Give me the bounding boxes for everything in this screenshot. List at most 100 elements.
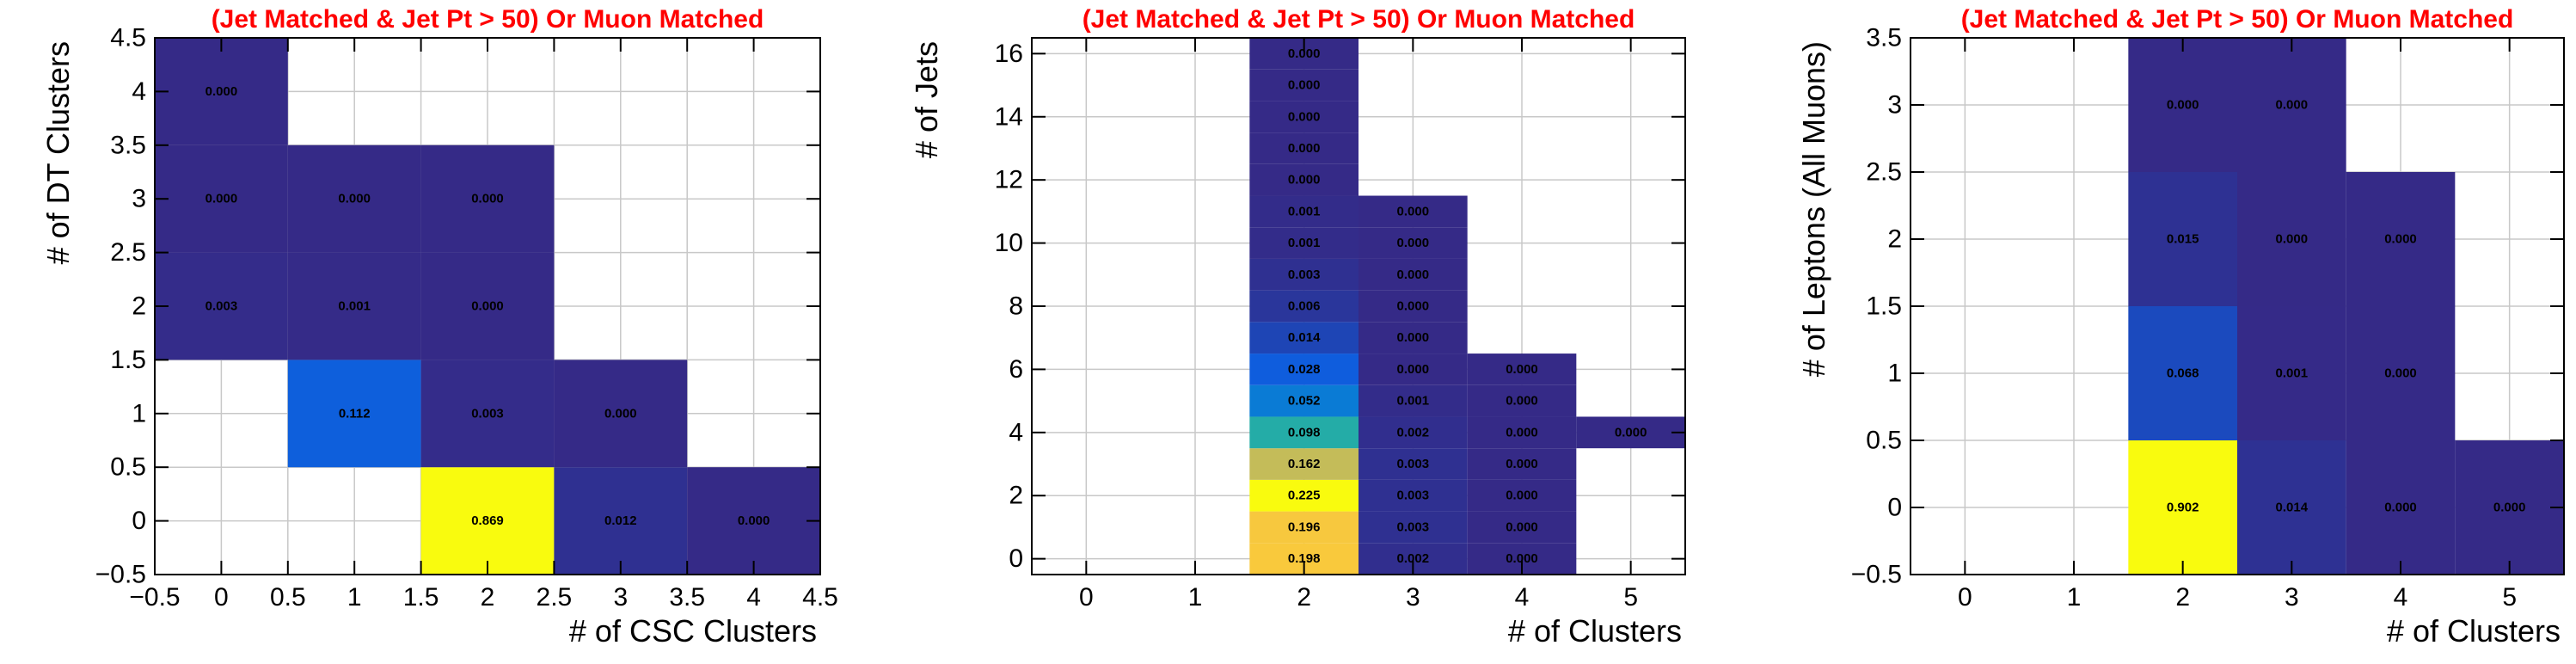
x-tick-label: 1	[1188, 583, 1203, 612]
x-tick-label: 3	[2285, 583, 2299, 612]
heatmap-cell	[1467, 416, 1577, 449]
cell-value-label: 0.014	[1288, 330, 1321, 345]
cell-value-label: 0.112	[339, 406, 371, 421]
cell-value-label: 0.000	[2493, 501, 2526, 515]
x-tick-label: 5	[1623, 583, 1638, 612]
heatmap-cell	[1359, 384, 1468, 417]
heatmap-cell	[1359, 448, 1468, 480]
heatmap-cell	[1249, 195, 1359, 228]
heatmap-cell	[1249, 384, 1359, 417]
heatmap-cell	[1576, 416, 1685, 449]
cell-value-label: 0.000	[1397, 267, 1430, 282]
cell-value-label: 0.000	[1506, 457, 1538, 471]
x-tick-label: 1	[2067, 583, 2082, 612]
x-tick-label: 4	[1515, 583, 1530, 612]
heatmap-cell	[155, 252, 288, 360]
y-tick-label: 3	[132, 185, 146, 213]
y-tick-label: 0	[132, 507, 146, 535]
cell-value-label: 0.000	[1288, 141, 1321, 156]
x-tick-label: 2.5	[537, 583, 573, 612]
cell-value-label: 0.000	[1506, 551, 1538, 566]
y-tick-label: 4	[1009, 418, 1023, 446]
cell-value-label: 0.006	[1288, 299, 1321, 314]
cell-value-label: 0.012	[604, 513, 637, 528]
heatmap-cell	[155, 38, 288, 145]
heatmap-cells: 0.902 0.014 0.000 0.000 0.068 0.001 0.000 0.015…	[2128, 38, 2564, 575]
heatmap-cell	[287, 144, 421, 253]
heatmap-cell	[420, 144, 555, 253]
heatmap-panel-1: 0.869 0.012 0.000 0.112 0.003 0.000 0.003 0.001…	[40, 5, 838, 649]
cell-value-label: 0.000	[1397, 362, 1430, 377]
cell-value-label: 0.196	[1288, 520, 1321, 534]
cell-value-label: 0.000	[738, 513, 770, 528]
cell-value-label: 0.000	[205, 192, 238, 206]
heatmap-cell	[1249, 354, 1359, 385]
x-tick-label: 0	[1958, 583, 1972, 612]
cell-value-label: 0.003	[1288, 267, 1321, 282]
y-tick-label: 8	[1009, 292, 1023, 321]
heatmap-cell	[1467, 384, 1577, 417]
heatmap-cell	[2346, 172, 2456, 306]
cell-value-label: 0.000	[1506, 394, 1538, 409]
heatmap-cell	[1359, 290, 1468, 323]
x-tick-label: 3	[613, 583, 628, 612]
heatmap-cell	[420, 252, 555, 360]
cell-value-label: 0.052	[1288, 394, 1321, 409]
y-tick-label: 12	[995, 166, 1023, 194]
cell-value-label: 0.000	[2276, 232, 2309, 247]
y-tick-label: 2	[1009, 482, 1023, 510]
x-tick-label: 1	[347, 583, 362, 612]
heatmap-cell	[554, 360, 688, 468]
axis-ticks: −0.5 0 0.5 1 1.5 2 2.5 3 3.5 4 4.5 −0.5 0 0.5 1 1.5 2 2.5…	[95, 24, 838, 612]
heatmap-cell	[2237, 440, 2346, 575]
y-axis-label: # of DT Clusters	[40, 41, 76, 264]
heatmap-cell	[2128, 38, 2237, 172]
x-tick-label: 1.5	[403, 583, 439, 612]
heatmap-cell	[1249, 448, 1359, 480]
cell-value-label: 0.002	[1397, 551, 1430, 566]
heatmap-cell	[1467, 448, 1577, 480]
y-tick-label: 0.5	[1866, 427, 1902, 455]
heatmap-cell	[1467, 479, 1577, 512]
heatmap-cell	[2237, 172, 2346, 306]
y-tick-label: 3	[1887, 91, 1902, 120]
cell-value-label: 0.001	[1397, 394, 1430, 409]
cell-value-label: 0.001	[1288, 204, 1321, 218]
x-tick-label: 2	[1297, 583, 1311, 612]
cell-value-label: 0.000	[471, 192, 504, 206]
cell-value-label: 0.000	[2384, 232, 2417, 247]
cell-value-label: 0.000	[205, 84, 238, 99]
x-axis-label: # of Clusters	[2387, 613, 2561, 649]
cell-value-label: 0.003	[471, 406, 504, 421]
cell-value-label: 0.000	[1506, 520, 1538, 534]
cell-value-label: 0.000	[1397, 204, 1430, 218]
cell-value-label: 0.000	[1288, 173, 1321, 188]
cell-value-label: 0.003	[1397, 520, 1430, 534]
cell-value-label: 0.028	[1288, 362, 1321, 377]
heatmap-panel-2: 0.198 0.196 0.225 0.162 0.098 0.052 0.028 0.014…	[909, 5, 1686, 649]
x-tick-label: 4	[746, 583, 761, 612]
y-tick-label: 0	[1887, 494, 1902, 522]
cell-value-label: 0.000	[471, 299, 504, 314]
heatmap-cell	[1249, 322, 1359, 354]
y-tick-label: 0	[1009, 544, 1023, 573]
x-tick-label: 0	[214, 583, 229, 612]
heatmap-cell	[2237, 306, 2346, 440]
cell-value-label: 0.000	[1397, 330, 1430, 345]
heatmap-cell	[2237, 38, 2346, 172]
heatmap-cell	[1249, 101, 1359, 133]
chart-title: (Jet Matched & Jet Pt > 50) Or Muon Matc…	[1083, 5, 1635, 34]
cell-value-label: 0.015	[2167, 232, 2199, 247]
heatmap-cell	[1249, 511, 1359, 544]
y-tick-label: 2.5	[1866, 158, 1902, 187]
y-tick-label: 6	[1009, 355, 1023, 384]
heatmap-cell	[554, 467, 688, 575]
cell-value-label: 0.001	[2276, 366, 2309, 381]
cell-value-label: 0.000	[2384, 366, 2417, 381]
x-tick-label: −0.5	[129, 583, 180, 612]
y-axis-label: # of Leptons (All Muons)	[1796, 41, 1831, 377]
cell-value-label: 0.003	[205, 299, 238, 314]
heatmap-cell	[1359, 322, 1468, 354]
heatmap-cell	[2128, 306, 2237, 440]
x-tick-label: 3	[1406, 583, 1420, 612]
